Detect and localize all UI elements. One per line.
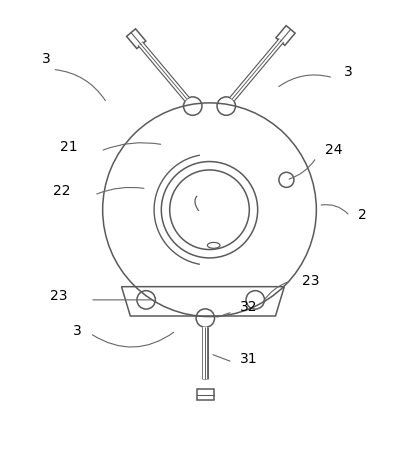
Text: 21: 21 (60, 140, 78, 154)
Text: 31: 31 (240, 352, 257, 366)
Text: 3: 3 (344, 65, 352, 79)
Text: 32: 32 (240, 299, 257, 313)
Text: 22: 22 (53, 184, 70, 198)
Text: 3: 3 (73, 324, 82, 338)
Text: 23: 23 (49, 289, 67, 303)
Text: 24: 24 (325, 144, 342, 158)
Text: 3: 3 (42, 52, 51, 66)
Text: 23: 23 (302, 274, 319, 288)
Text: 2: 2 (358, 208, 367, 222)
